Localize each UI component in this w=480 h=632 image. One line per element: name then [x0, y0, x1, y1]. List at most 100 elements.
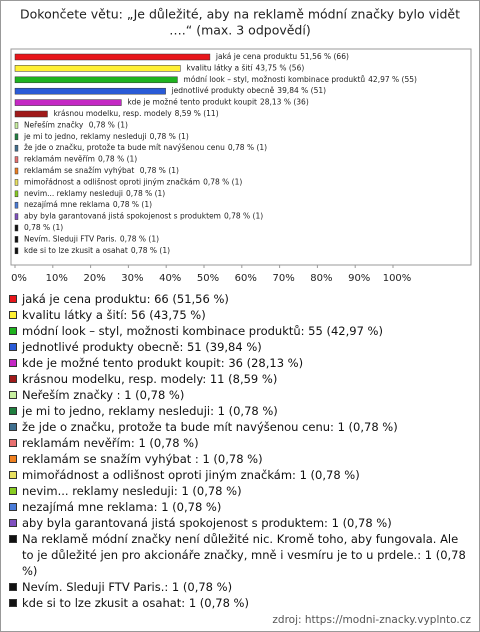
bar-category: Neřeším značky	[24, 120, 86, 129]
legend-label: Nevím. Sleduji FTV Paris.: 1 (0,78 %)	[22, 580, 233, 594]
x-tick-label: 100%	[383, 273, 412, 284]
legend-label: mimořádnost a odlišnost oproti jiným zna…	[22, 468, 360, 482]
legend-item: mimořádnost a odlišnost oproti jiným zna…	[9, 467, 471, 483]
legend: jaká je cena produktu: 66 (51,56 %) kvali…	[9, 291, 471, 611]
bar	[14, 110, 48, 118]
legend-label: že jde o značku, protože ta bude mít nav…	[22, 420, 398, 434]
legend-item: kde je možné tento produkt koupit: 36 (2…	[9, 355, 471, 371]
bar-category: kde si to lze zkusit a osahat	[24, 246, 128, 255]
bar	[14, 144, 19, 152]
x-tick-label: 0%	[11, 273, 27, 284]
x-tick-label: 70%	[272, 273, 294, 284]
legend-item: Neřeším značky : 1 (0,78 %)	[9, 387, 471, 403]
x-tick-label: 30%	[121, 273, 143, 284]
legend-swatch	[9, 599, 17, 607]
bar-category: jednotlivé produkty obecně	[171, 86, 275, 95]
legend-swatch	[9, 455, 17, 463]
bar	[14, 167, 19, 175]
chart: Dokončete větu: „Je důležité, aby na rek…	[10, 7, 472, 284]
bar	[14, 156, 19, 163]
legend-label: kde je možné tento produkt koupit: 36 (2…	[22, 356, 304, 370]
x-tick-label: 80%	[310, 273, 332, 284]
bar	[14, 247, 19, 255]
bar-value-label: 0,78 % (1)	[228, 143, 267, 152]
bar-label: krásnou modelku, resp. modely 8,59 % (11)	[53, 109, 218, 118]
legend-swatch	[9, 439, 17, 447]
bar	[14, 53, 211, 61]
legend-item: kde si to lze zkusit a osahat: 1 (0,78 %…	[9, 595, 471, 611]
bar-value-label: 0,78 % (1)	[224, 212, 263, 221]
bar	[14, 179, 19, 186]
legend-swatch	[9, 423, 17, 431]
bar-value-label: 39,84 % (51)	[277, 86, 326, 95]
legend-swatch	[9, 295, 17, 303]
bar	[14, 87, 166, 95]
legend-label: kde si to lze zkusit a osahat: 1 (0,78 %…	[22, 596, 249, 610]
bar-value-label: 0,78 % (1)	[203, 177, 242, 186]
bar-category: módní look – styl, možnosti kombinace pr…	[183, 75, 365, 84]
bar-value-label: 0,78 % (1)	[131, 246, 170, 255]
bar-label: Neřeším značky 0,78 % (1)	[24, 120, 128, 129]
bar	[14, 224, 19, 232]
bar-category: Nevím. Sleduji FTV Paris.	[24, 234, 117, 243]
legend-item: nezajímá mne reklama: 1 (0,78 %)	[9, 499, 471, 515]
bar-label: že jde o značku, protože ta bude mít nav…	[24, 143, 267, 152]
bar-category: nevim... reklamy nesleduji	[24, 189, 123, 198]
legend-item: nevim... reklamy nesleduji: 1 (0,78 %)	[9, 483, 471, 499]
bar-value-label: 8,59 % (11)	[175, 109, 219, 118]
legend-label: je mi to jedno, reklamy nesleduji: 1 (0,…	[22, 404, 278, 418]
legend-label: reklamám se snažím vyhýbat : 1 (0,78 %)	[22, 452, 263, 466]
bar-label: nevim... reklamy nesleduji 0,78 % (1)	[24, 189, 165, 198]
bar-value-label: 0,78 % (1)	[126, 189, 165, 198]
legend-swatch	[9, 471, 17, 479]
bar-label: reklamám se snažím vyhýbat 0,78 % (1)	[24, 166, 179, 175]
bar-label: jednotlivé produkty obecně 39,84 % (51)	[171, 86, 327, 95]
bar-value-label: 0,78 % (1)	[89, 120, 128, 129]
chart-title: ….“ (max. 3 odpovědí)	[169, 23, 310, 38]
legend-label: jaká je cena produktu: 66 (51,56 %)	[22, 292, 229, 306]
legend-item: kvalitu látky a šití: 56 (43,75 %)	[9, 307, 471, 323]
chart-title: Dokončete větu: „Je důležité, aby na rek…	[20, 7, 460, 22]
bar-category: krásnou modelku, resp. modely	[53, 109, 172, 118]
bar-category: je mi to jedno, reklamy nesleduji	[23, 132, 147, 141]
legend-swatch	[9, 519, 17, 527]
legend-swatch	[9, 487, 17, 495]
bar	[14, 65, 181, 72]
x-tick-label: 20%	[83, 273, 105, 284]
bar-value-label: 43,75 % (56)	[256, 63, 305, 72]
legend-item: Nevím. Sleduji FTV Paris.: 1 (0,78 %)	[9, 579, 471, 595]
bar-value-label: 28,13 % (36)	[260, 98, 309, 107]
bar	[14, 99, 122, 106]
bar-label: Nevím. Sleduji FTV Paris. 0,78 % (1)	[24, 234, 159, 243]
legend-item: jednotlivé produkty obecně: 51 (39,84 %)	[9, 339, 471, 355]
bar-label: nezajímá mne reklama 0,78 % (1)	[24, 200, 152, 209]
legend-swatch	[9, 343, 17, 351]
legend-item: reklamám se snažím vyhýbat : 1 (0,78 %)	[9, 451, 471, 467]
legend-label: Na reklamě módní značky není důležité ni…	[22, 532, 466, 578]
bar	[14, 213, 19, 220]
bar-value-label: 0,78 % (1)	[120, 234, 159, 243]
bar	[14, 201, 19, 209]
legend-swatch	[9, 407, 17, 415]
source: zdroj: https://modni-znacky.vyplnto.cz	[272, 614, 471, 626]
bar-category: kde je možné tento produkt koupit	[127, 98, 257, 107]
bar-value-label: 0,78 % (1)	[150, 132, 189, 141]
bar-label: jaká je cena produktu 51,56 % (66)	[215, 52, 349, 61]
legend-label: módní look – styl, možnosti kombinace pr…	[22, 324, 383, 338]
bar-value-label: 0,78 % (1)	[113, 200, 152, 209]
bar	[14, 122, 19, 129]
bar-label: 0,78 % (1)	[24, 223, 63, 232]
x-tick-label: 10%	[46, 273, 68, 284]
legend-swatch	[9, 359, 17, 367]
legend-swatch	[9, 391, 17, 399]
legend-label: reklamám nevěřím: 1 (0,78 %)	[22, 436, 199, 450]
bar-label: kde je možné tento produkt koupit 28,13 %…	[127, 98, 308, 107]
legend-label: kvalitu látky a šití: 56 (43,75 %)	[22, 308, 206, 322]
bar-value-label: 0,78 % (1)	[98, 155, 137, 164]
legend-item: reklamám nevěřím: 1 (0,78 %)	[9, 435, 471, 451]
bar-label: kde si to lze zkusit a osahat 0,78 % (1)	[24, 246, 170, 255]
legend-label: nezajímá mne reklama: 1 (0,78 %)	[22, 500, 222, 514]
legend-swatch	[9, 583, 17, 591]
bar-label: mimořádnost a odlišnost oproti jiným zna…	[24, 177, 242, 186]
bar-category: jaká je cena produktu	[215, 52, 297, 61]
